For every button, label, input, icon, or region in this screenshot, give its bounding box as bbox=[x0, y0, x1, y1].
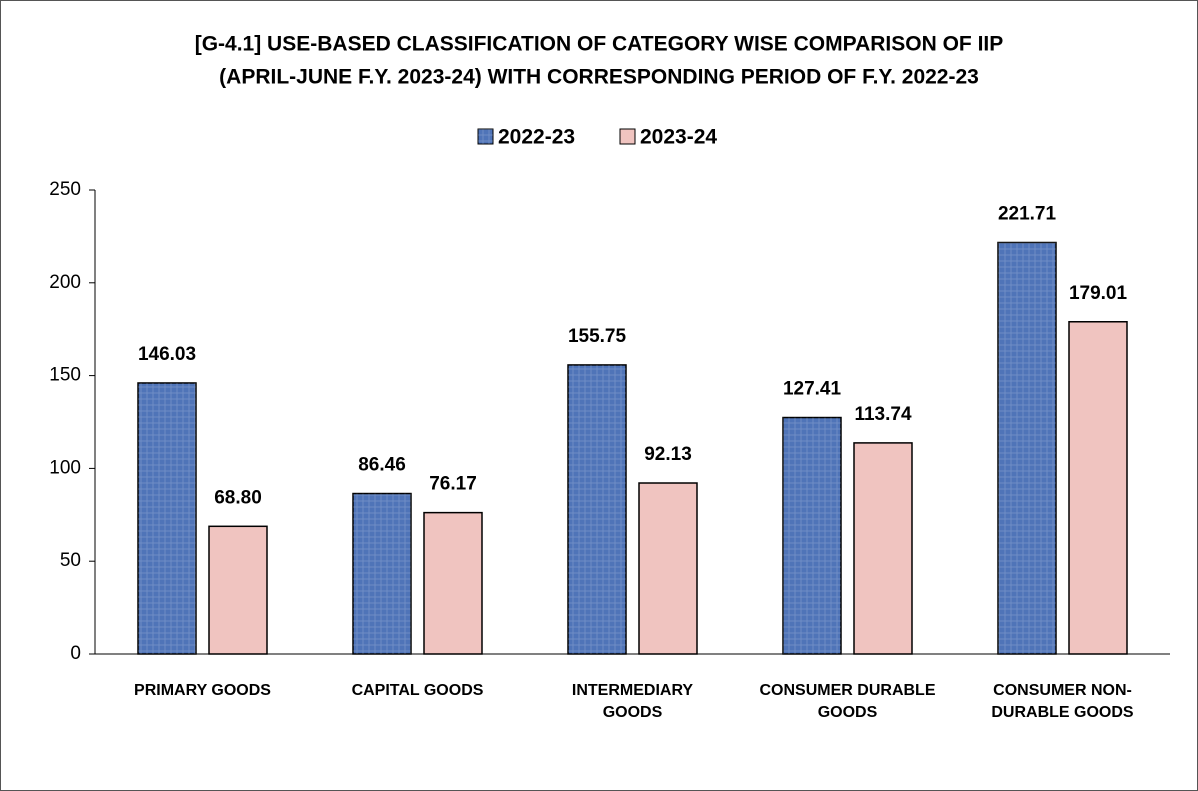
data-label: 92.13 bbox=[644, 444, 692, 465]
bar bbox=[208, 525, 268, 655]
bar bbox=[1068, 321, 1128, 655]
y-tick-label: 0 bbox=[70, 643, 81, 664]
x-tick-label: CONSUMER DURABLE GOODS bbox=[759, 682, 936, 721]
data-label: 76.17 bbox=[429, 474, 477, 495]
bar bbox=[853, 442, 913, 655]
x-tick-label: PRIMARY GOODS bbox=[134, 682, 271, 699]
legend-texture bbox=[478, 129, 493, 144]
x-tick-label: CAPITAL GOODS bbox=[351, 682, 484, 699]
data-label: 113.74 bbox=[854, 404, 911, 425]
data-label: 68.80 bbox=[214, 487, 262, 508]
x-tick-label: INTERMEDIARY GOODS bbox=[571, 682, 694, 721]
y-tick-label: 150 bbox=[49, 365, 81, 386]
chart-title: [G-4.1] USE-BASED CLASSIFICATION OF CATE… bbox=[195, 33, 1004, 56]
y-tick-label: 50 bbox=[60, 550, 81, 571]
legend-label: 2023-24 bbox=[640, 126, 717, 149]
bar-texture bbox=[353, 493, 411, 654]
bar bbox=[423, 511, 483, 655]
y-tick-label: 250 bbox=[49, 179, 81, 200]
y-tick-label: 200 bbox=[49, 272, 81, 293]
bar-texture bbox=[998, 242, 1056, 655]
bar-texture bbox=[138, 382, 196, 654]
data-label: 146.03 bbox=[138, 344, 196, 365]
y-tick-label: 100 bbox=[49, 457, 81, 478]
bar bbox=[638, 482, 698, 655]
data-label: 155.75 bbox=[568, 326, 627, 347]
legend-label: 2022-23 bbox=[498, 126, 575, 149]
data-label: 86.46 bbox=[358, 455, 406, 476]
legend-swatch bbox=[619, 128, 636, 145]
x-tick-label: CONSUMER NON-DURABLE GOODS bbox=[991, 682, 1134, 721]
data-label: 221.71 bbox=[998, 204, 1057, 225]
bar-texture bbox=[568, 364, 626, 654]
data-label: 127.41 bbox=[783, 379, 842, 400]
chart-title: (APRIL-JUNE F.Y. 2023-24) WITH CORRESPON… bbox=[219, 66, 979, 89]
data-label: 179.01 bbox=[1069, 283, 1128, 304]
bar-texture bbox=[783, 417, 841, 654]
